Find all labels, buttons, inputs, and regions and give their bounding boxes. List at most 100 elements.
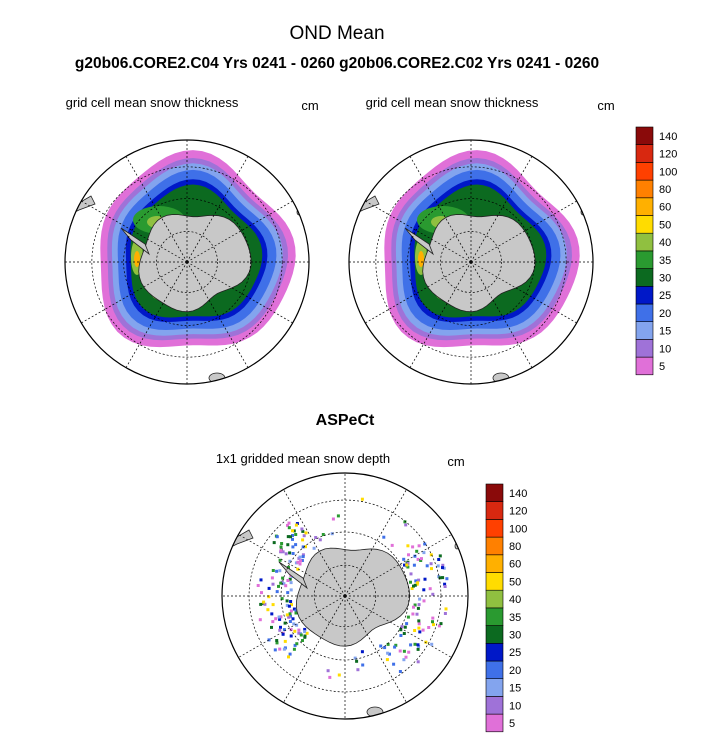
- obs-cell: [416, 660, 420, 664]
- colorbar-label: 35: [659, 255, 671, 267]
- obs-cell: [289, 588, 293, 592]
- peninsula-land: [404, 227, 434, 256]
- obs-cell: [295, 522, 299, 525]
- obs-cell: [279, 581, 283, 585]
- obs-cell: [436, 564, 440, 568]
- obs-cell: [392, 662, 396, 666]
- obs-cell: [328, 675, 332, 679]
- colorbar-swatch: [635, 339, 654, 358]
- obs-cell: [295, 623, 299, 627]
- colorbar-swatch: [485, 678, 504, 697]
- parallel: [156, 231, 218, 293]
- obs-cell: [379, 644, 383, 648]
- obs-cell: [390, 543, 394, 547]
- obs-cell: [385, 658, 389, 662]
- colorbar-swatch: [635, 126, 654, 146]
- obs-cell: [431, 620, 434, 624]
- peninsula-land: [120, 227, 150, 256]
- obs-cell: [296, 567, 300, 571]
- parallel: [313, 564, 377, 628]
- obs-cell: [275, 535, 279, 539]
- obs-cell: [275, 641, 279, 645]
- meridian: [470, 156, 533, 263]
- parallel: [375, 166, 567, 358]
- obs-cell: [403, 520, 407, 524]
- obs-cell: [445, 577, 449, 581]
- obs-cell: [417, 603, 421, 607]
- obs-cell: [278, 617, 282, 621]
- colorbar-swatch: [485, 536, 504, 556]
- obs-cell: [417, 619, 421, 623]
- parallel: [248, 499, 442, 693]
- obs-cell: [417, 645, 421, 648]
- obs-cell: [301, 639, 304, 642]
- obs-cell: [409, 580, 412, 584]
- obs-cell: [410, 587, 414, 590]
- colorbar-label: 140: [509, 488, 527, 500]
- obs-cell: [289, 634, 293, 638]
- obs-cell: [286, 523, 289, 527]
- colorbar-label: 5: [509, 718, 515, 730]
- obs-cell: [360, 650, 364, 654]
- colorbar-label: 120: [509, 506, 527, 518]
- obs-cell: [286, 543, 290, 547]
- obs-cell: [279, 615, 283, 619]
- colorbar-swatch: [485, 607, 504, 626]
- meridian: [283, 489, 346, 597]
- obs-cell: [300, 527, 304, 531]
- obs-cell: [442, 566, 446, 570]
- colorbar-swatch: [635, 215, 654, 234]
- obs-cell: [437, 558, 441, 561]
- obs-cell: [286, 535, 290, 539]
- meridian: [81, 200, 188, 263]
- obs-cell: [402, 557, 406, 561]
- obs-cell: [288, 612, 292, 616]
- colorbar-swatch: [635, 356, 654, 376]
- colorbar-label: 60: [659, 202, 671, 214]
- meridian: [186, 156, 249, 263]
- obs-cell: [294, 543, 298, 547]
- obs-cell: [413, 629, 417, 632]
- panel2-label: grid cell mean snow thickness: [366, 95, 539, 110]
- obs-cell: [429, 562, 433, 566]
- obs-cell: [431, 592, 435, 596]
- peninsula-land: [278, 561, 308, 590]
- obs-cell: [386, 642, 390, 646]
- obs-cell: [271, 603, 275, 607]
- obs-cell: [291, 537, 294, 541]
- obs-cell: [280, 542, 284, 545]
- meridian: [470, 261, 577, 324]
- parallel: [123, 198, 251, 326]
- obs-cell: [437, 624, 441, 628]
- peninsula-core: [418, 251, 424, 267]
- obs-cell: [318, 538, 322, 542]
- obs-cell: [403, 563, 406, 567]
- obs-cell: [422, 551, 426, 555]
- obs-cell: [270, 612, 274, 616]
- obs-cell: [418, 597, 422, 601]
- obs-cell: [281, 550, 285, 554]
- obs-cell: [303, 630, 307, 634]
- colorbar-swatch: [485, 519, 504, 538]
- colorbar-label: 30: [509, 630, 521, 642]
- obs-cell: [301, 555, 305, 559]
- colorbar-label: 80: [509, 541, 521, 553]
- colorbar-label: 80: [659, 184, 671, 196]
- antarctica-land: [295, 547, 411, 647]
- colorbar-label: 50: [509, 576, 521, 588]
- obs-cell: [430, 642, 434, 646]
- obs-cell: [287, 615, 291, 619]
- obs-cell: [399, 634, 403, 637]
- colorbar-label: 25: [509, 647, 521, 659]
- obs-cell: [361, 663, 365, 667]
- obs-cell: [282, 647, 286, 651]
- colorbar-swatch: [485, 625, 504, 644]
- obs-cell: [314, 536, 318, 539]
- obs-cell: [295, 642, 299, 646]
- obs-cell: [394, 643, 398, 647]
- obs-cell: [441, 566, 444, 570]
- obs-cell: [275, 569, 279, 573]
- obs-cell: [386, 651, 390, 655]
- colorbar-swatch: [485, 660, 504, 680]
- obs-cell: [417, 622, 421, 626]
